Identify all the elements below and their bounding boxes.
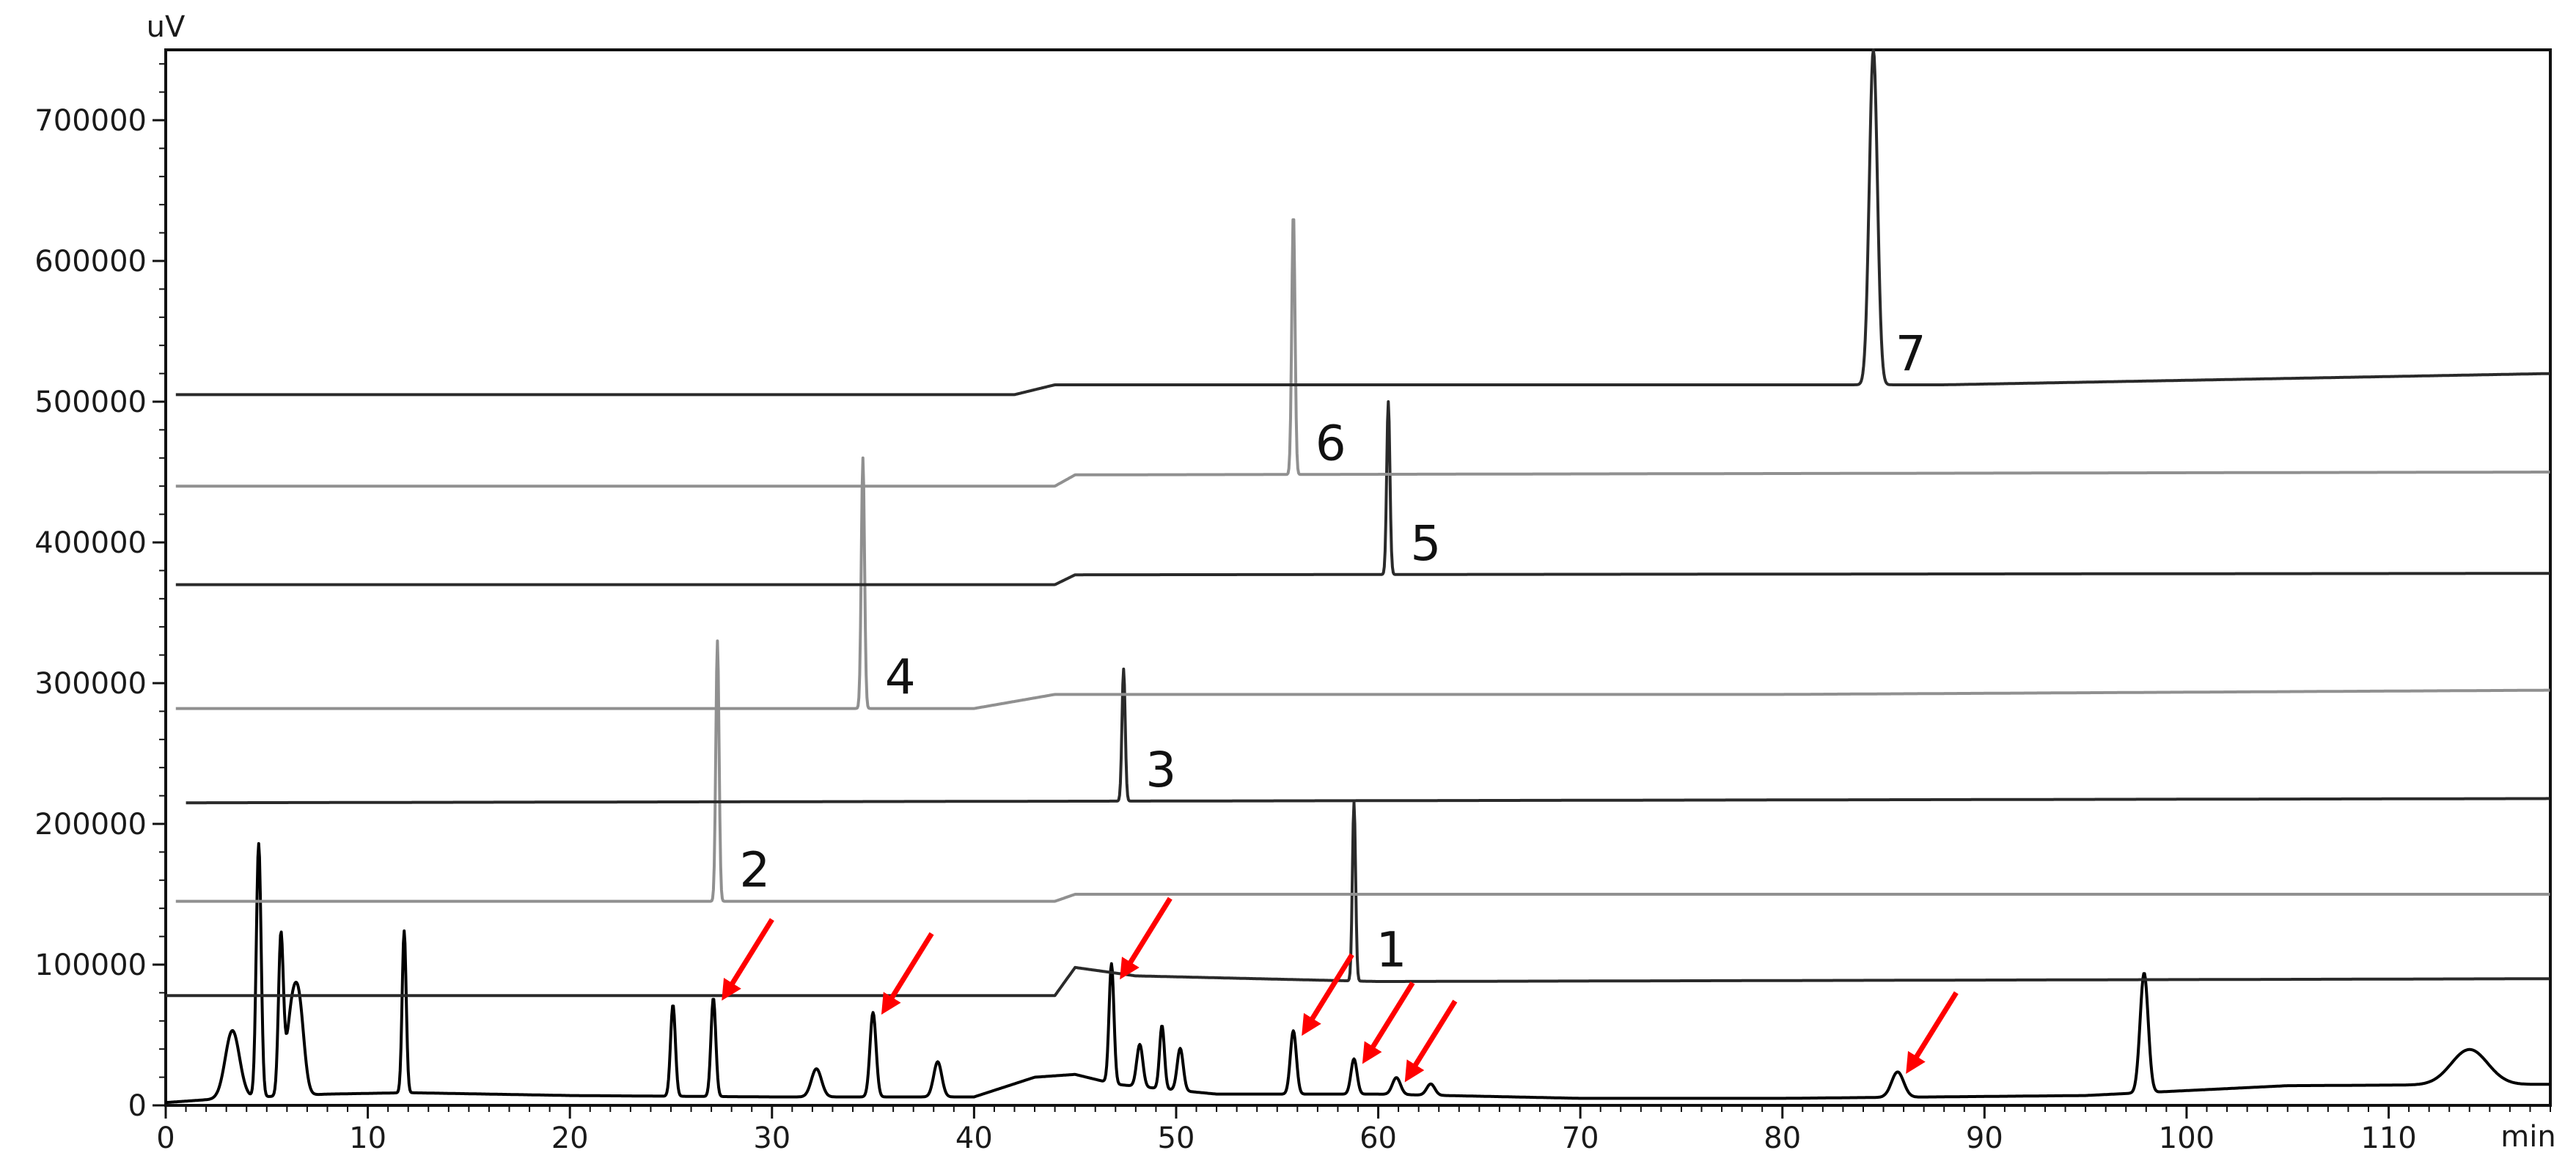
y-tick-label: 0 — [128, 1089, 147, 1123]
peak-label-4: 4 — [885, 649, 916, 706]
x-unit-label: min — [2500, 1120, 2555, 1154]
y-tick-label: 400000 — [34, 526, 147, 560]
axes: 0 10 20 30 40 50 60 70 80 90 100 110 0 100000 200000 30… — [34, 63, 2551, 1155]
series-group — [165, 48, 2551, 1105]
standard-trace-5 — [175, 400, 2551, 586]
x-tick-label: 100 — [2159, 1121, 2214, 1155]
standard-trace-4 — [175, 456, 2551, 710]
peak-label-6: 6 — [1315, 415, 1346, 471]
arrow-marker-1 — [722, 918, 774, 1001]
x-tick-label: 10 — [349, 1121, 386, 1155]
peak-label-2: 2 — [739, 842, 770, 899]
y-tick-label: 700000 — [34, 104, 147, 138]
arrow-marker-3 — [1120, 896, 1173, 980]
peak-label-7: 7 — [1896, 325, 1926, 382]
x-tick-label: 30 — [753, 1121, 790, 1155]
x-tick-label: 80 — [1764, 1121, 1801, 1155]
y-unit-label: uV — [147, 10, 186, 44]
x-tick-label: 40 — [955, 1121, 993, 1155]
peak-label-5: 5 — [1410, 515, 1441, 572]
standard-trace-3 — [185, 667, 2550, 805]
arrow-marker-7 — [1906, 991, 1959, 1074]
arrow-marker-4 — [1302, 953, 1354, 1036]
arrow-markers — [722, 896, 1959, 1083]
y-tick-label: 200000 — [34, 808, 147, 841]
peak-labels: 1 2 3 4 5 6 7 — [739, 325, 1926, 978]
x-tick-label: 90 — [1966, 1121, 2003, 1155]
y-tick-label: 100000 — [34, 949, 147, 982]
sample-trace — [165, 841, 2550, 1105]
arrow-marker-5 — [1362, 981, 1415, 1064]
arrow-marker-2 — [881, 932, 934, 1015]
standard-trace-6 — [175, 218, 2551, 488]
y-tick-label: 600000 — [34, 245, 147, 279]
peak-label-1: 1 — [1376, 921, 1406, 978]
peak-label-3: 3 — [1145, 742, 1176, 798]
standard-trace-2 — [175, 639, 2551, 903]
x-tick-label: 0 — [156, 1121, 175, 1155]
x-tick-label: 60 — [1359, 1121, 1397, 1155]
x-tick-label: 70 — [1562, 1121, 1599, 1155]
standard-trace-1 — [165, 801, 2550, 998]
arrow-marker-6 — [1404, 999, 1458, 1083]
x-tick-label: 20 — [551, 1121, 589, 1155]
x-tick-label: 50 — [1158, 1121, 1195, 1155]
standard-trace-7 — [175, 48, 2551, 397]
y-tick-label: 500000 — [34, 386, 147, 419]
y-tick-label: 300000 — [34, 667, 147, 701]
x-tick-label: 110 — [2360, 1121, 2416, 1155]
